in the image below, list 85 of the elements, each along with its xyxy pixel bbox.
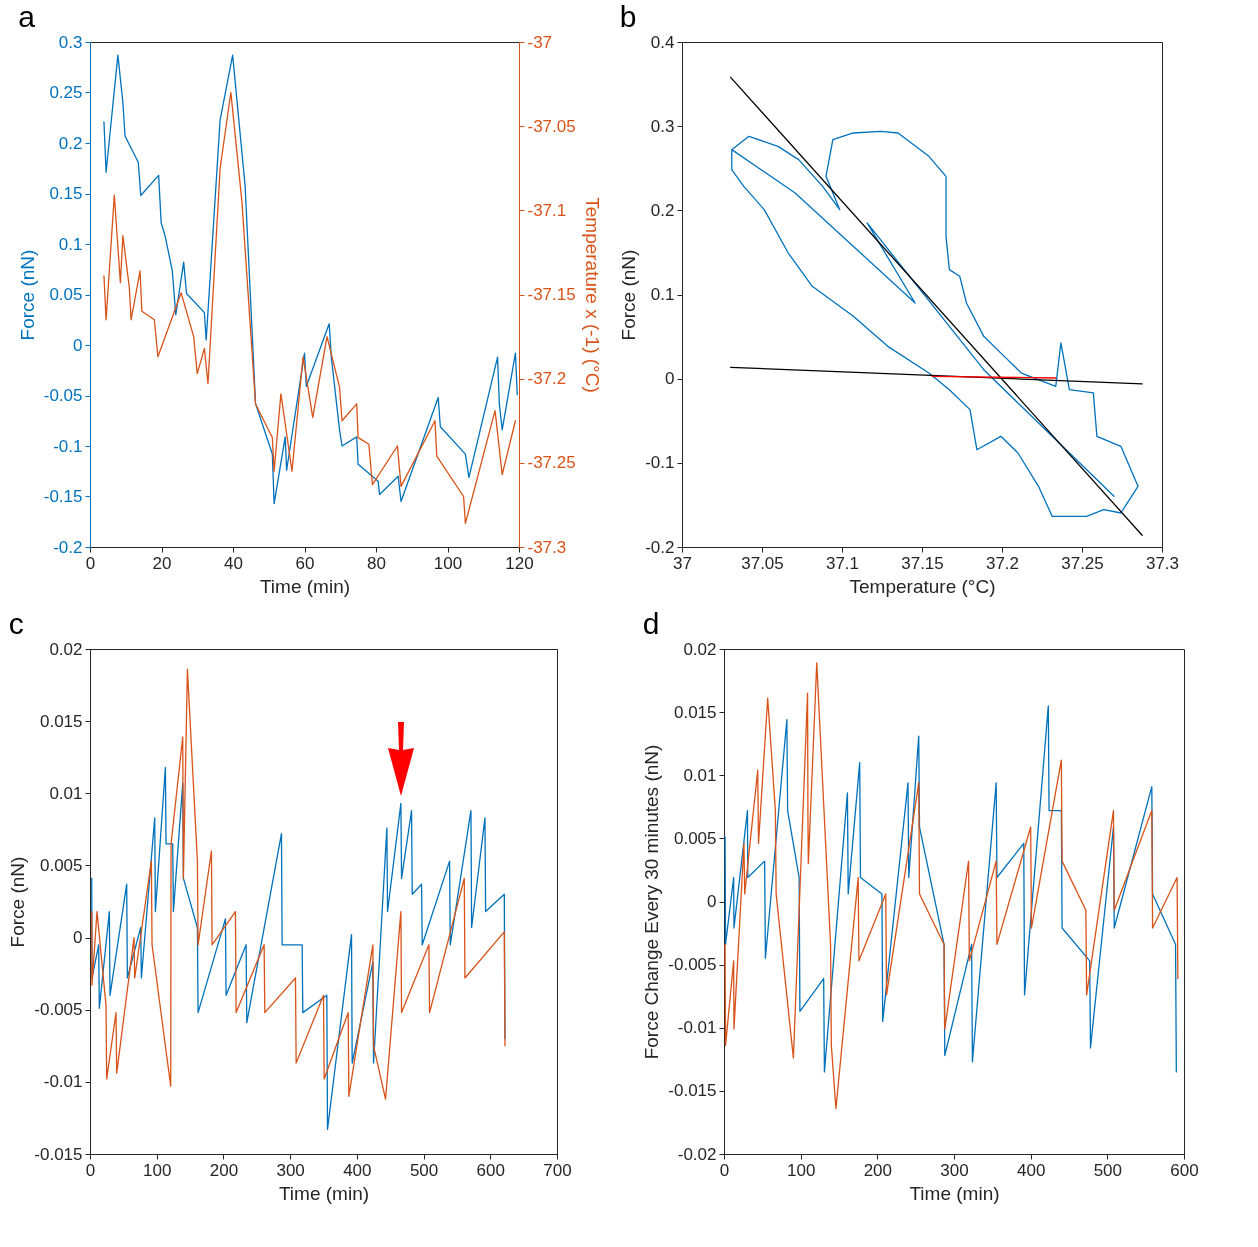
y-tick-label: -0.005 <box>668 955 717 975</box>
x-tick-label: 40 <box>224 553 243 573</box>
x-tick-label: 300 <box>940 1160 969 1180</box>
x-tick-label: 600 <box>476 1160 505 1180</box>
y-tick-label: 0.05 <box>49 285 83 304</box>
x-tick-label: 100 <box>433 553 463 573</box>
x-tick-label: 300 <box>276 1160 305 1180</box>
y-tick-label: 0.02 <box>683 639 717 659</box>
y-tick-label: 0.3 <box>650 116 675 136</box>
y-tick-label: -0.015 <box>668 1081 717 1101</box>
y-tick-label: 0.01 <box>49 783 83 803</box>
x-tick-label: 37.15 <box>901 553 944 573</box>
y-tick-label: -0.05 <box>43 386 83 405</box>
line-series <box>724 662 1179 1110</box>
line-series <box>724 705 1177 1073</box>
chart-title: b <box>619 0 637 33</box>
y-tick-label: 0 <box>73 335 83 355</box>
y2-tick-label: -37.15 <box>527 285 576 304</box>
y-axis-title: Force (nN) <box>618 249 640 341</box>
line-series <box>91 668 506 1100</box>
y-tick-label: 0.01 <box>683 765 717 785</box>
y-tick-label: 0 <box>665 369 675 389</box>
y2-axis-title: Temperature x (-1) (°C) <box>581 197 603 393</box>
x-tick-label: 60 <box>295 553 315 573</box>
x-tick-label: 500 <box>409 1160 439 1180</box>
x-tick-label: 37.1 <box>825 553 860 573</box>
y-tick-label: -0.2 <box>53 537 83 557</box>
y2-tick-label: -37 <box>527 32 553 52</box>
y-axis-title: Force Change Every 30 minutes (nN) <box>641 744 663 1060</box>
chart-title: d <box>642 607 660 640</box>
y2-tick-label: -37.2 <box>527 369 567 389</box>
x-tick-label: 80 <box>367 553 386 573</box>
line-series <box>731 130 1139 518</box>
y-tick-label: 0 <box>73 928 83 948</box>
y-tick-label: 0.15 <box>49 184 83 203</box>
x-tick-label: 500 <box>1093 1160 1123 1180</box>
y-tick-label: -0.1 <box>645 453 675 473</box>
x-axis-title: Time (min) <box>259 575 351 597</box>
y-tick-label: -0.2 <box>645 537 675 557</box>
chart-title: a <box>18 0 36 33</box>
y-tick-label: 0.015 <box>673 702 717 722</box>
y-tick-label: 0.2 <box>650 200 675 220</box>
x-tick-label: 37.05 <box>741 553 784 573</box>
y-tick-label: 0.1 <box>650 285 675 304</box>
y-tick-label: -0.01 <box>43 1072 83 1092</box>
y-tick-label: -0.02 <box>677 1144 717 1164</box>
y-axis-title: Force (nN) <box>7 856 29 948</box>
x-tick-label: 37.3 <box>1145 553 1180 573</box>
y-tick-label: -0.015 <box>34 1144 83 1164</box>
x-tick-label: 100 <box>143 1160 172 1180</box>
y-tick-label: -0.1 <box>53 436 83 456</box>
y-tick-label: 0.02 <box>49 639 83 659</box>
y-tick-label: -0.005 <box>34 1000 83 1020</box>
x-axis-title: Time (min) <box>278 1182 370 1204</box>
x-tick-label: 37.25 <box>1061 553 1104 573</box>
y-tick-label: 0.2 <box>58 133 83 153</box>
y2-tick-label: -37.1 <box>527 200 567 220</box>
x-tick-label: 200 <box>863 1160 893 1180</box>
y-tick-label: 0.1 <box>58 234 83 254</box>
x-tick-label: 600 <box>1170 1160 1199 1180</box>
x-tick-label: 400 <box>343 1160 372 1180</box>
x-tick-label: 400 <box>1016 1160 1046 1180</box>
y-tick-label: 0.25 <box>49 83 83 102</box>
x-tick-label: 200 <box>209 1160 239 1180</box>
y2-tick-label: -37.25 <box>527 453 576 473</box>
y-tick-label: 0 <box>707 892 717 911</box>
x-tick-label: 700 <box>543 1160 572 1180</box>
x-tick-label: 37.2 <box>985 553 1020 573</box>
y-tick-label: 0.005 <box>673 828 717 848</box>
x-tick-label: 37 <box>673 553 692 573</box>
y-tick-label: 0.015 <box>39 711 83 731</box>
x-tick-label: 0 <box>719 1160 730 1180</box>
x-tick-label: 20 <box>152 553 172 573</box>
y-tick-label: -0.01 <box>677 1018 717 1038</box>
x-tick-label: 100 <box>786 1160 816 1180</box>
y-tick-label: 0.005 <box>39 855 83 875</box>
y2-tick-label: -37.05 <box>527 116 576 136</box>
x-axis-title: Temperature (°C) <box>849 575 996 597</box>
x-axis-title: Time (min) <box>909 1182 1000 1204</box>
line-series <box>91 766 506 1131</box>
y-tick-label: 0.4 <box>650 32 675 52</box>
y-axis-title: Force (nN) <box>16 249 38 341</box>
chart-title: c <box>8 607 24 640</box>
y-tick-label: -0.15 <box>43 487 83 506</box>
y-tick-label: 0.3 <box>58 32 83 52</box>
